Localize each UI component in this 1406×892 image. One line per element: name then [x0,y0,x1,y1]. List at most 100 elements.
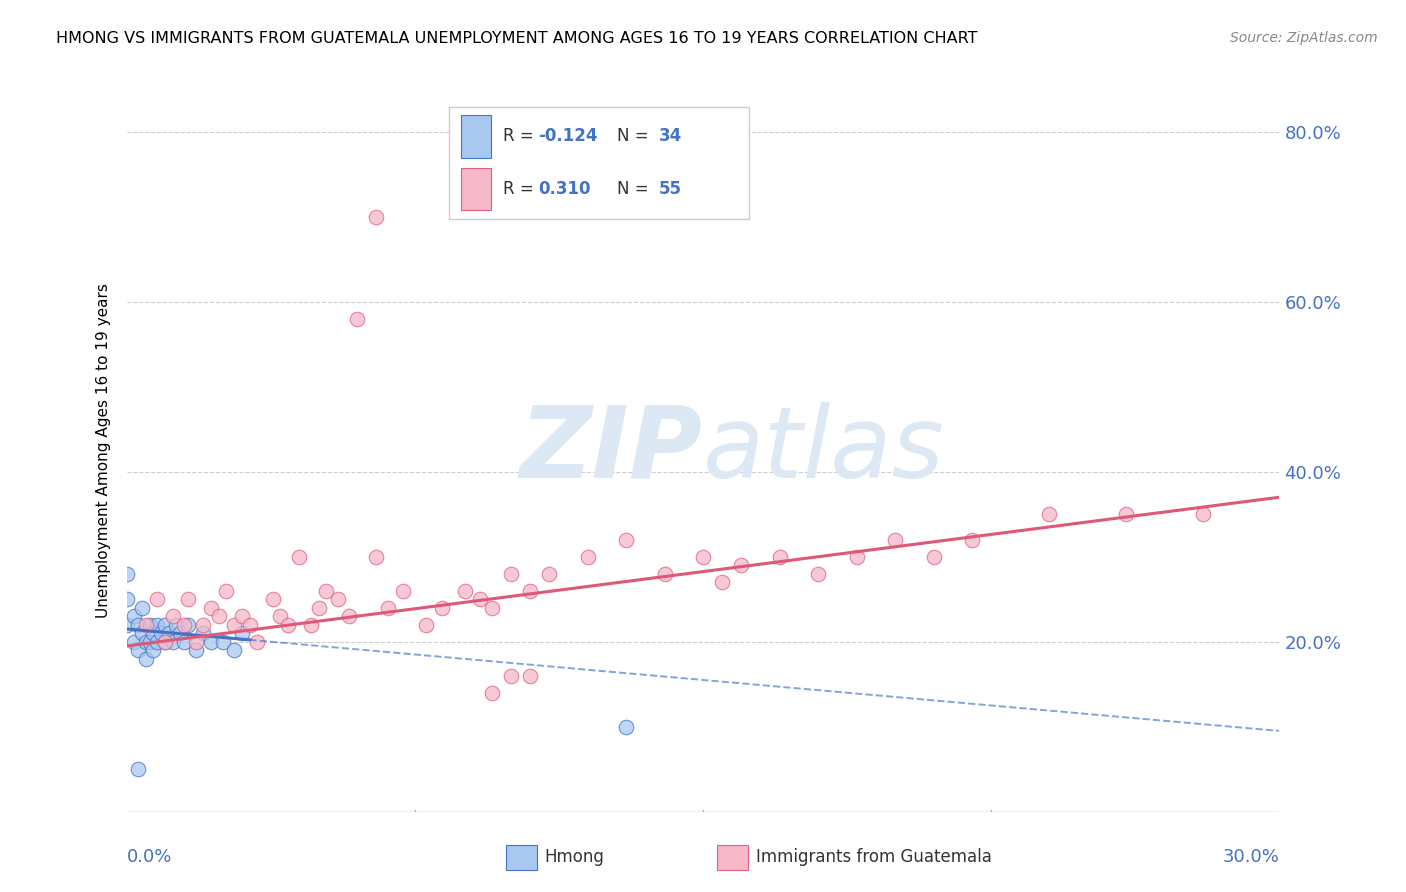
Text: -0.124: -0.124 [537,128,598,145]
Text: 30.0%: 30.0% [1223,848,1279,866]
Point [277,617,299,632]
Point [157,626,180,640]
Point [135,634,157,648]
Point [499,566,522,581]
Point [193,626,215,640]
Point [231,626,253,640]
Point [184,643,207,657]
Point [115,592,138,607]
Point [153,617,176,632]
Point [224,643,246,657]
Point [142,643,165,657]
Text: 0.0%: 0.0% [127,848,172,866]
Point [224,617,246,632]
Point [415,617,437,632]
Text: 0.310: 0.310 [537,180,591,198]
Text: N =: N = [617,128,654,145]
Point [454,583,477,598]
Point [960,533,983,547]
Text: atlas: atlas [703,402,945,499]
Point [153,634,176,648]
Point [131,626,153,640]
Text: N =: N = [617,180,654,198]
Point [184,634,207,648]
Text: Hmong: Hmong [544,848,605,866]
Y-axis label: Unemployment Among Ages 16 to 19 years: Unemployment Among Ages 16 to 19 years [96,283,111,618]
Point [162,634,184,648]
Point [326,592,349,607]
Text: 34: 34 [659,128,682,145]
Text: R =: R = [503,180,544,198]
Point [138,617,160,632]
Point [339,609,361,624]
Point [711,575,734,590]
Point [807,566,830,581]
Text: HMONG VS IMMIGRANTS FROM GUATEMALA UNEMPLOYMENT AMONG AGES 16 TO 19 YEARS CORREL: HMONG VS IMMIGRANTS FROM GUATEMALA UNEMP… [56,31,977,46]
Point [519,669,541,683]
Point [193,617,215,632]
Point [377,600,399,615]
Point [135,617,157,632]
Point [538,566,561,581]
Point [692,549,714,564]
Point [177,617,200,632]
Point [299,617,322,632]
Point [922,549,945,564]
Point [730,558,752,573]
Point [146,634,169,648]
Point [315,583,337,598]
Text: 55: 55 [659,180,682,198]
Point [288,549,311,564]
Point [430,600,453,615]
Point [146,617,169,632]
Point [884,533,907,547]
Point [231,609,253,624]
Point [519,583,541,598]
Point [246,634,269,648]
Point [150,626,173,640]
Point [269,609,291,624]
Point [366,549,388,564]
Point [392,583,415,598]
Point [169,626,191,640]
Point [262,592,284,607]
Point [142,626,165,640]
Point [845,549,868,564]
Point [654,566,676,581]
Point [153,634,176,648]
Point [162,609,184,624]
Point [308,600,330,615]
Point [200,634,222,648]
Point [146,592,169,607]
Text: Source: ZipAtlas.com: Source: ZipAtlas.com [1230,31,1378,45]
Point [122,609,145,624]
Point [215,583,238,598]
Point [127,762,149,776]
Point [166,617,188,632]
Point [576,549,599,564]
Point [238,617,260,632]
Point [127,617,149,632]
Text: R =: R = [503,128,540,145]
Point [131,600,153,615]
Point [346,311,368,326]
Point [173,617,195,632]
Point [122,634,145,648]
Point [481,686,503,700]
Point [135,651,157,665]
Text: Immigrants from Guatemala: Immigrants from Guatemala [756,848,993,866]
Point [366,210,388,224]
Point [200,600,222,615]
Point [769,549,792,564]
Point [173,634,195,648]
Point [481,600,503,615]
Point [127,643,149,657]
Point [211,634,233,648]
Point [177,592,200,607]
Point [614,533,637,547]
Point [468,592,491,607]
Point [138,634,160,648]
Point [1115,507,1137,521]
Point [614,720,637,734]
Point [208,609,231,624]
